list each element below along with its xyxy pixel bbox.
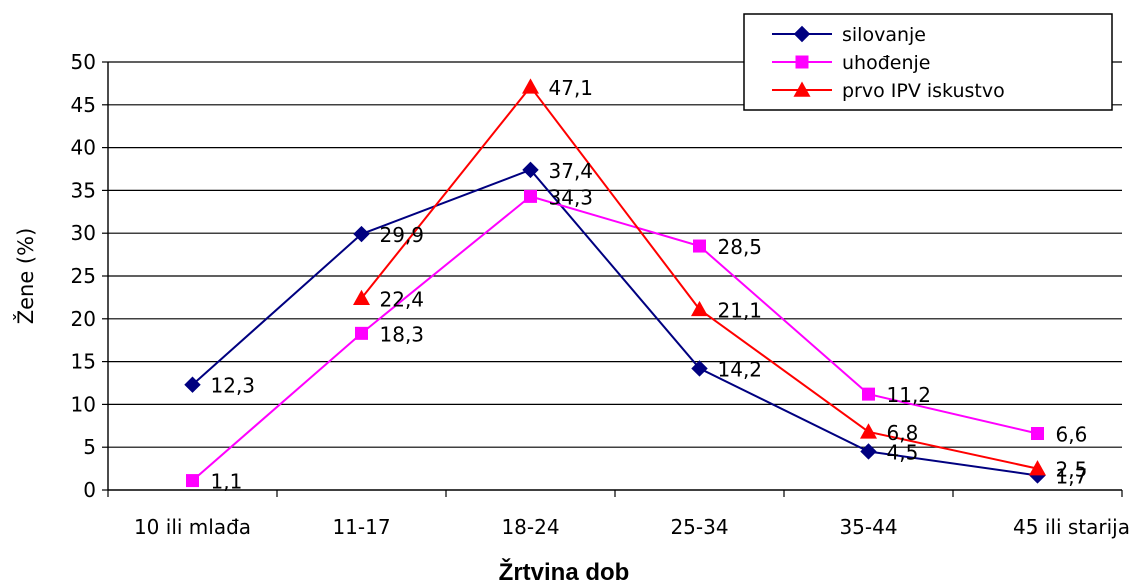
x-axis-ticks: 10 ili mlađa 11-17 18-24 25-34 35-44 45 ili s… — [107, 490, 1130, 539]
data-label-uho-enje: 28,5 — [718, 235, 763, 259]
series-line-silovanje — [191, 168, 1038, 477]
point-uho-enje — [693, 239, 706, 253]
point-silovanje — [522, 161, 539, 179]
data-label-prvo-ipv-iskustvo: 47,1 — [549, 76, 594, 100]
point-prvo-ipv-iskustvo — [522, 78, 539, 94]
data-label-silovanje: 37,4 — [549, 159, 594, 183]
x-tick-label: 35-44 — [839, 515, 897, 539]
series-markers — [184, 78, 1046, 488]
y-tick-label: 50 — [71, 50, 96, 74]
axes — [107, 62, 1122, 491]
point-uho-enje — [862, 387, 875, 401]
data-label-silovanje: 4,5 — [887, 440, 919, 464]
point-uho-enje — [1031, 427, 1044, 441]
legend-marker-prvo-ipv-iskustvo — [793, 81, 811, 97]
y-tick-label: 15 — [71, 350, 96, 374]
legend-label-uho-enje: uhođenje — [842, 52, 930, 74]
point-silovanje — [691, 360, 708, 377]
point-uho-enje — [355, 326, 368, 340]
y-tick-label: 5 — [83, 435, 96, 459]
data-label-prvo-ipv-iskustvo: 6,8 — [887, 421, 919, 445]
y-tick-label: 25 — [71, 264, 96, 288]
data-label-prvo-ipv-iskustvo: 22,4 — [380, 287, 425, 311]
data-label-silovanje: 12,3 — [211, 374, 256, 398]
point-silovanje — [184, 376, 201, 393]
y-tick-label: 20 — [71, 307, 96, 331]
x-tick-label: 18-24 — [501, 515, 559, 539]
series-line-uho-enje — [191, 195, 1038, 482]
data-label-prvo-ipv-iskustvo: 2,5 — [1056, 458, 1088, 482]
y-tick-label: 45 — [71, 93, 96, 117]
legend-marker-uho-enje — [795, 55, 809, 69]
x-tick-label: 10 ili mlađa — [134, 515, 251, 539]
data-label-uho-enje: 11,2 — [887, 383, 932, 407]
legend: silovanje uhođenje prvo IPV iskustvo — [743, 13, 1113, 111]
y-axis-title: Žene (%) — [13, 228, 38, 325]
data-label-uho-enje: 6,6 — [1056, 423, 1088, 447]
y-tick-label: 30 — [71, 221, 96, 245]
point-silovanje — [353, 225, 370, 243]
y-axis-ticks: 0 5 10 15 20 25 30 35 40 45 50 — [71, 50, 108, 502]
grid-lines — [108, 61, 1122, 448]
y-tick-label: 40 — [71, 136, 96, 160]
point-prvo-ipv-iskustvo — [353, 289, 370, 306]
y-tick-label: 0 — [83, 478, 96, 502]
point-prvo-ipv-iskustvo — [1029, 460, 1046, 476]
data-label-silovanje: 14,2 — [718, 357, 763, 381]
legend-marker-silovanje — [793, 25, 811, 43]
x-tick-label: 45 ili starija — [1013, 515, 1130, 539]
data-label-silovanje: 1,7 — [1056, 464, 1088, 488]
data-label-prvo-ipv-iskustvo: 21,1 — [718, 298, 763, 322]
x-tick-label: 25-34 — [670, 515, 728, 539]
point-uho-enje — [186, 474, 199, 488]
y-tick-label: 10 — [71, 392, 96, 416]
point-prvo-ipv-iskustvo — [860, 423, 877, 439]
data-label-silovanje: 29,9 — [380, 223, 425, 247]
point-silovanje — [860, 443, 877, 460]
data-label-uho-enje: 1,1 — [211, 470, 243, 494]
data-label-uho-enje: 18,3 — [380, 322, 425, 346]
data-label-uho-enje: 34,3 — [549, 185, 594, 209]
y-tick-label: 35 — [71, 178, 96, 202]
data-labels: 12,3 29,9 37,4 14,2 4,5 1,7 1,1 18,3 34,3 28,5 11,… — [211, 76, 1088, 494]
point-prvo-ipv-iskustvo — [691, 300, 708, 317]
legend-label-silovanje: silovanje — [842, 24, 926, 46]
legend-label-prvo-ipv-iskustvo: prvo IPV iskustvo — [842, 80, 1005, 102]
series-line-prvo-ipv-iskustvo — [360, 85, 1038, 470]
x-axis-title: Žrtvina dob — [499, 558, 630, 586]
point-uho-enje — [524, 189, 537, 203]
x-tick-label: 11-17 — [332, 515, 390, 539]
